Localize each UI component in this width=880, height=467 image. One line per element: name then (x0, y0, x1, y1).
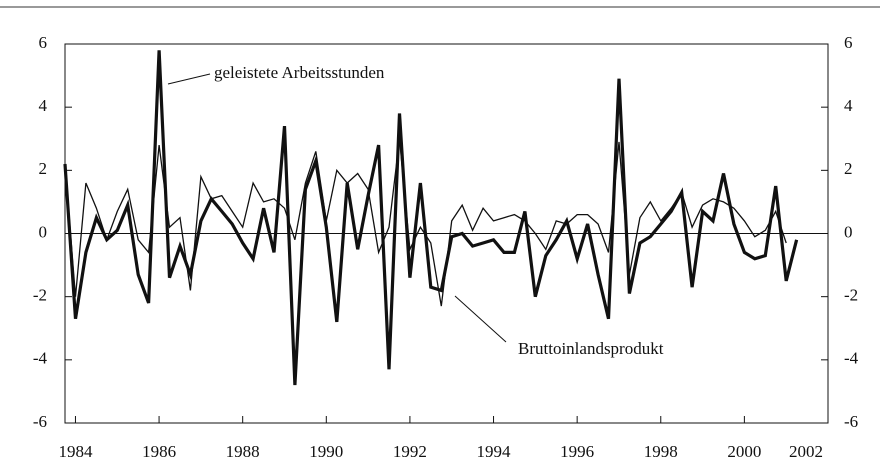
y-tick-label: -6 (33, 412, 47, 431)
y2-tick-label: 4 (844, 96, 853, 115)
series-line (63, 50, 799, 386)
x-tick-label: 1994 (477, 442, 512, 461)
annotation: Bruttoinlandsprodukt (518, 339, 664, 358)
x-tick-label: 1992 (393, 442, 427, 461)
y-tick-label: 6 (39, 33, 48, 52)
x-tick-label: 1984 (58, 442, 93, 461)
x-tick-label: 2002 (789, 442, 823, 461)
x-tick-label: 1998 (644, 442, 678, 461)
x-tick-label: 1990 (309, 442, 343, 461)
x-tick-label: 1986 (142, 442, 176, 461)
y-tick-label: 0 (39, 222, 48, 241)
y2-tick-label: -2 (844, 286, 858, 305)
series-line (64, 138, 787, 307)
y2-tick-label: 2 (844, 159, 853, 178)
y-tick-label: -2 (33, 286, 47, 305)
y2-tick-label: -4 (844, 349, 859, 368)
y-tick-label: 2 (39, 159, 48, 178)
y2-tick-label: 6 (844, 33, 853, 52)
y2-tick-label: 0 (844, 222, 853, 241)
y-tick-label: 4 (39, 96, 48, 115)
y2-tick-label: -6 (844, 412, 858, 431)
y-tick-label: -4 (33, 349, 48, 368)
annotation: geleistete Arbeitsstunden (214, 63, 385, 82)
leader-line (454, 295, 507, 343)
x-tick-label: 1996 (560, 442, 594, 461)
x-tick-label: 2000 (727, 442, 761, 461)
x-tick-label: 1988 (226, 442, 260, 461)
leader-line (167, 73, 211, 85)
